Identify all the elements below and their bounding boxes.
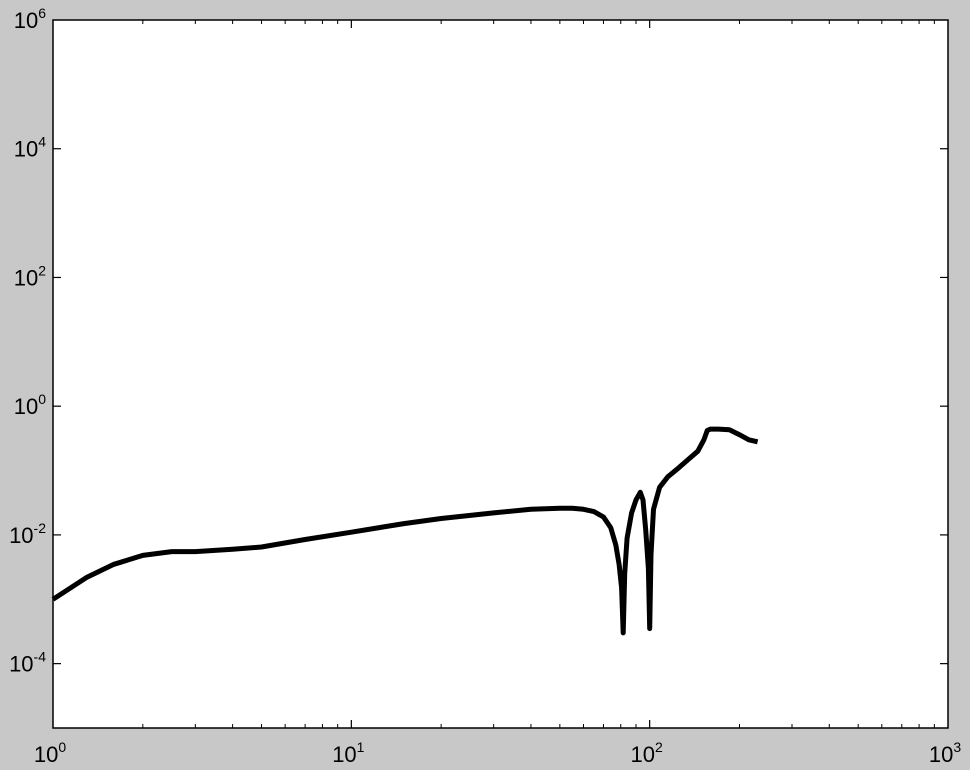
axes-background xyxy=(53,20,948,728)
